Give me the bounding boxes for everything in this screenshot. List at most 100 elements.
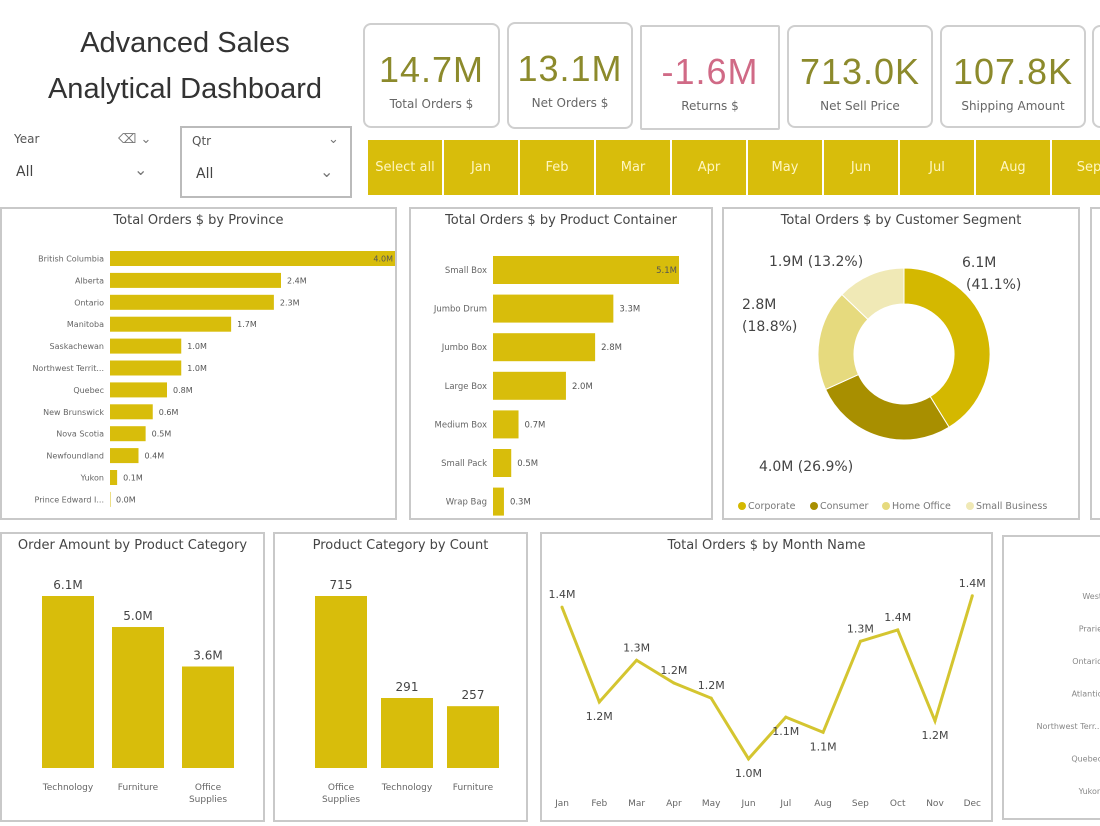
bar — [110, 251, 395, 266]
month-axis-label: Sep — [852, 799, 869, 809]
category-amount-chart: Order Amount by Product Category 6.1M Tech… — [0, 532, 265, 822]
data-label: 0.5M — [152, 430, 172, 439]
category-label: Yukon — [1078, 787, 1100, 796]
category-label: Medium Box — [435, 420, 488, 430]
month-button-jul[interactable]: Jul — [900, 140, 974, 195]
data-label: 1.4M — [884, 611, 911, 624]
kpi-card-shipping-amount: 107.8K Shipping Amount — [940, 25, 1086, 128]
donut-percent-label: (18.8%) — [742, 319, 797, 335]
month-button-sep[interactable]: Sep — [1052, 140, 1100, 195]
bar — [42, 596, 94, 768]
donut-percent-label: (41.1%) — [966, 277, 1021, 293]
data-label: 291 — [396, 680, 419, 694]
page-title: Advanced Sales Analytical Dashboard — [20, 20, 350, 112]
category-label: Quebec — [73, 386, 104, 395]
kpi-value: 14.7M — [378, 49, 485, 90]
chart-title: Total Orders $ by Province — [113, 213, 284, 228]
chevron-down-icon[interactable]: ⌄ — [320, 162, 334, 181]
month-axis-label: Mar — [628, 799, 645, 809]
month-button-jun[interactable]: Jun — [824, 140, 898, 195]
category-label: Saskachewan — [50, 342, 104, 351]
data-label: 0.3M — [510, 498, 531, 508]
data-label: 2.8M — [601, 343, 622, 353]
month-button-may[interactable]: May — [748, 140, 822, 195]
data-label: 0.0M — [116, 495, 136, 504]
month-button-apr[interactable]: Apr — [672, 140, 746, 195]
month-button-mar[interactable]: Mar — [596, 140, 670, 195]
category-count-svg: 715 Office Supplies 291 Technology 257 Furnitu… — [315, 578, 499, 805]
bar — [110, 316, 232, 332]
container-chart: Total Orders $ by Product Container Small… — [409, 207, 713, 520]
month-button-feb[interactable]: Feb — [520, 140, 594, 195]
title-line-1: Advanced Sales — [80, 27, 290, 59]
category-label: Nova Scotia — [56, 430, 104, 439]
chevron-down-icon[interactable]: ⌄ — [328, 132, 339, 147]
qtr-slicer-value[interactable]: All — [196, 166, 214, 182]
category-label: Technology — [381, 783, 433, 793]
month-chart: Total Orders $ by Month Name 1.4M Jan 1.2M F… — [540, 532, 993, 822]
kpi-value: 13.1M — [517, 48, 623, 89]
line-point — [597, 700, 601, 704]
bar — [110, 491, 111, 507]
region-chart-partial: West Prarie Ontario Atlantic Northwest Terr.… — [1002, 535, 1100, 820]
bar — [110, 272, 281, 288]
donut-value-label: 1.9M (13.2%) — [769, 254, 863, 270]
month-button-aug[interactable]: Aug — [976, 140, 1050, 195]
data-label: 1.3M — [623, 641, 650, 654]
data-label: 1.0M — [187, 342, 207, 351]
bar — [493, 449, 512, 477]
chart-title: Order Amount by Product Category — [17, 538, 248, 553]
bar — [493, 294, 614, 323]
month-axis-label: May — [702, 799, 721, 809]
month-button-jan[interactable]: Jan — [444, 140, 518, 195]
province-chart: Total Orders $ by Province British Columb… — [0, 207, 397, 520]
line-point — [560, 605, 564, 609]
category-amount-svg: 6.1M Technology 5.0M Furniture 3.6M Office Sup… — [42, 578, 234, 805]
year-slicer-value[interactable]: All — [16, 164, 34, 180]
kpi-label: Net Sell Price — [820, 99, 900, 113]
data-label: 1.1M — [810, 740, 837, 753]
data-label: 0.8M — [173, 386, 193, 395]
donut-slice-small-business — [841, 267, 905, 321]
legend-marker — [738, 502, 746, 510]
data-label: 0.5M — [517, 459, 538, 469]
data-label: 715 — [330, 578, 353, 592]
category-label: Small Pack — [441, 459, 487, 469]
month-axis-label: Nov — [926, 799, 944, 809]
legend-item: Small Business — [976, 501, 1047, 512]
line-point — [896, 628, 900, 632]
line-point — [672, 681, 676, 685]
month-axis-label: Dec — [964, 799, 981, 809]
qtr-slicer[interactable]: Qtr ⌄ All ⌄ — [180, 126, 352, 198]
kpi-label: Returns $ — [681, 99, 739, 113]
category-label: Ontario — [1072, 657, 1100, 666]
donut-value-label: 6.1M — [962, 255, 996, 271]
data-label: 1.4M — [549, 588, 576, 601]
category-label: Furniture — [118, 783, 159, 793]
segment-chart: Total Orders $ by Customer Segment 6.1M (4… — [722, 207, 1080, 520]
line-point — [747, 757, 750, 761]
legend-marker — [882, 502, 890, 510]
data-label: 3.6M — [193, 648, 222, 662]
bar — [110, 294, 274, 310]
category-label: Prince Edward I... — [35, 495, 104, 504]
partial-panel — [1090, 207, 1100, 520]
data-label: 1.7M — [237, 320, 257, 329]
month-button-select-all[interactable]: Select all — [368, 140, 442, 195]
data-label: 0.6M — [159, 408, 179, 417]
category-label: Jumbo Box — [441, 343, 487, 353]
category-label: Yukon — [80, 474, 104, 483]
data-label: 2.3M — [280, 298, 300, 307]
data-label: 1.0M — [187, 364, 207, 373]
year-slicer[interactable]: Year ⌫ ⌄ All ⌄ — [10, 130, 160, 195]
bar — [447, 706, 499, 768]
kpi-label: Shipping Amount — [961, 99, 1065, 113]
chevron-down-icon[interactable]: ⌄ — [134, 160, 148, 179]
eraser-icon[interactable]: ⌫ ⌄ — [118, 132, 152, 147]
data-label: 5.0M — [123, 609, 152, 623]
donut-value-label: 2.8M — [742, 297, 776, 313]
bar — [110, 338, 182, 354]
bar — [110, 360, 182, 376]
legend-marker — [966, 502, 974, 510]
data-label: 1.3M — [847, 622, 874, 635]
